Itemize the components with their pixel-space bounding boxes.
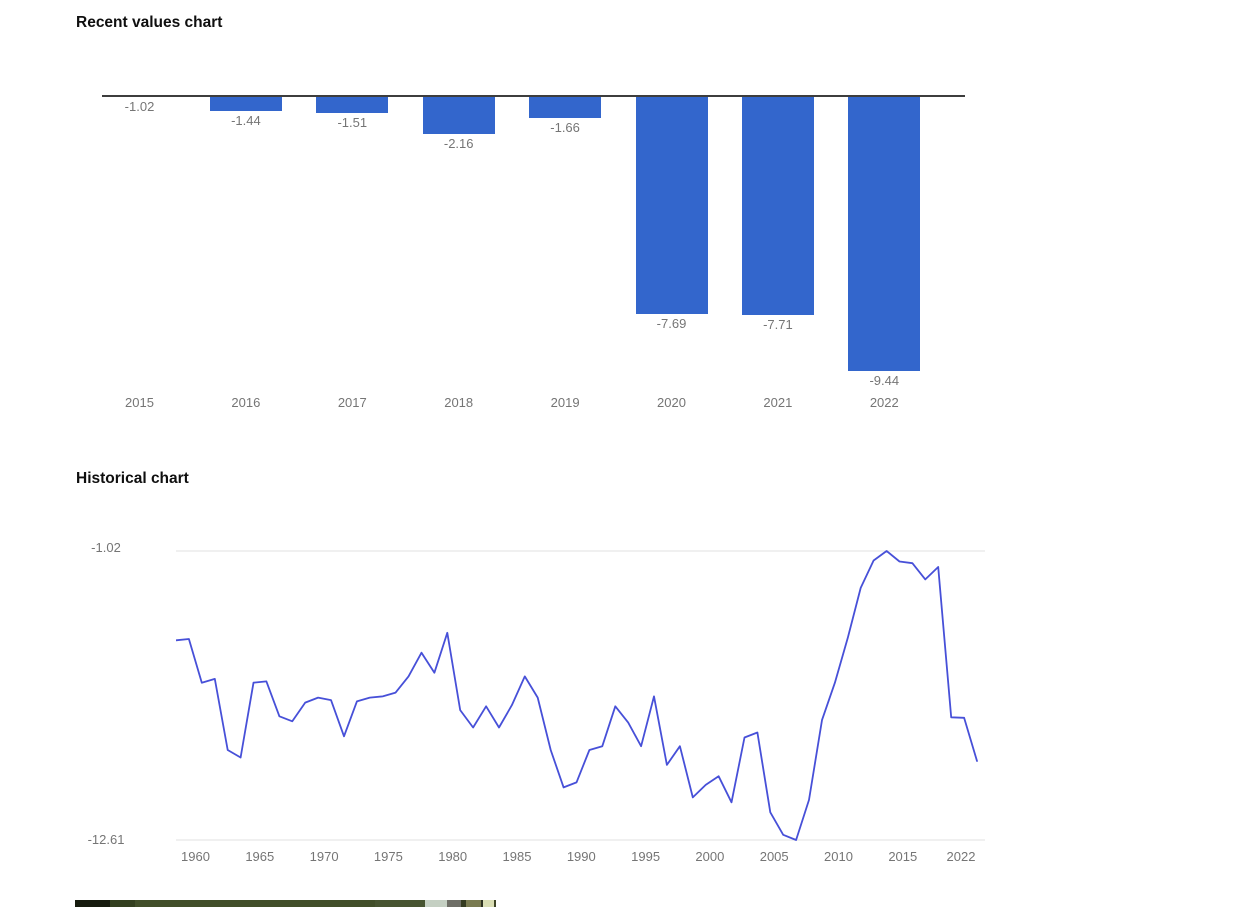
historical-x-tick-label-1980: 1980 [438, 849, 468, 864]
recent-chart-axis-line [102, 95, 965, 97]
bar-2017[interactable] [316, 97, 389, 113]
historical-x-tick-label-1995: 1995 [631, 849, 661, 864]
historical-x-tick-label-1990: 1990 [566, 849, 596, 864]
recent-x-tick-label-2016: 2016 [231, 395, 261, 410]
historical-x-tick-label-1970: 1970 [309, 849, 339, 864]
historical-y-axis-max-label: -1.02 [91, 540, 121, 555]
historical-x-tick-label-1960: 1960 [181, 849, 210, 864]
recent-x-tick-label-2015: 2015 [125, 395, 154, 410]
bar-2019[interactable] [529, 97, 602, 118]
recent-x-tick-label-2017: 2017 [337, 395, 367, 410]
historical-x-tick-label-1965: 1965 [245, 849, 275, 864]
bar-value-label-2017: -1.51 [337, 115, 368, 130]
recent-x-tick-label-2018: 2018 [444, 395, 474, 410]
historical-chart-title: Historical chart [76, 470, 189, 487]
historical-x-tick-label-1985: 1985 [502, 849, 532, 864]
historical-x-tick-label-2022: 2022 [946, 849, 976, 864]
historical-y-axis-min-label: -12.61 [87, 832, 125, 847]
bar-value-label-2016: -1.44 [231, 113, 261, 128]
bar-value-label-2020: -7.69 [656, 316, 687, 331]
historical-x-tick-label-2000: 2000 [695, 849, 725, 864]
historical-x-tick-label-1975: 1975 [373, 849, 403, 864]
bar-2020[interactable] [635, 97, 708, 314]
bar-2022[interactable] [848, 97, 921, 371]
historical-x-tick-label-2015: 2015 [888, 849, 918, 864]
bar-value-label-2018: -2.16 [443, 136, 474, 151]
recent-x-tick-label-2022: 2022 [869, 395, 899, 410]
bar-2021[interactable] [741, 97, 814, 315]
bar-2018[interactable] [422, 97, 495, 134]
historical-chart-plot-area [176, 550, 985, 841]
bar-value-label-2019: -1.66 [550, 120, 580, 135]
bar-value-label-2022: -9.44 [869, 373, 900, 388]
bar-value-label-2021: -7.71 [763, 317, 793, 332]
recent-x-tick-label-2020: 2020 [657, 395, 686, 410]
recent-chart-title: Recent values chart [76, 14, 223, 31]
bar-2016[interactable] [209, 97, 282, 111]
historical-x-tick-label-2010: 2010 [824, 849, 853, 864]
historical-data-line[interactable] [176, 550, 978, 841]
bar-value-label-2015: -1.02 [124, 99, 155, 114]
recent-x-tick-label-2021: 2021 [763, 395, 793, 410]
recent-x-tick-label-2019: 2019 [550, 395, 580, 410]
historical-x-tick-label-2005: 2005 [759, 849, 789, 864]
bottom-cropped-image-strip [75, 900, 496, 907]
